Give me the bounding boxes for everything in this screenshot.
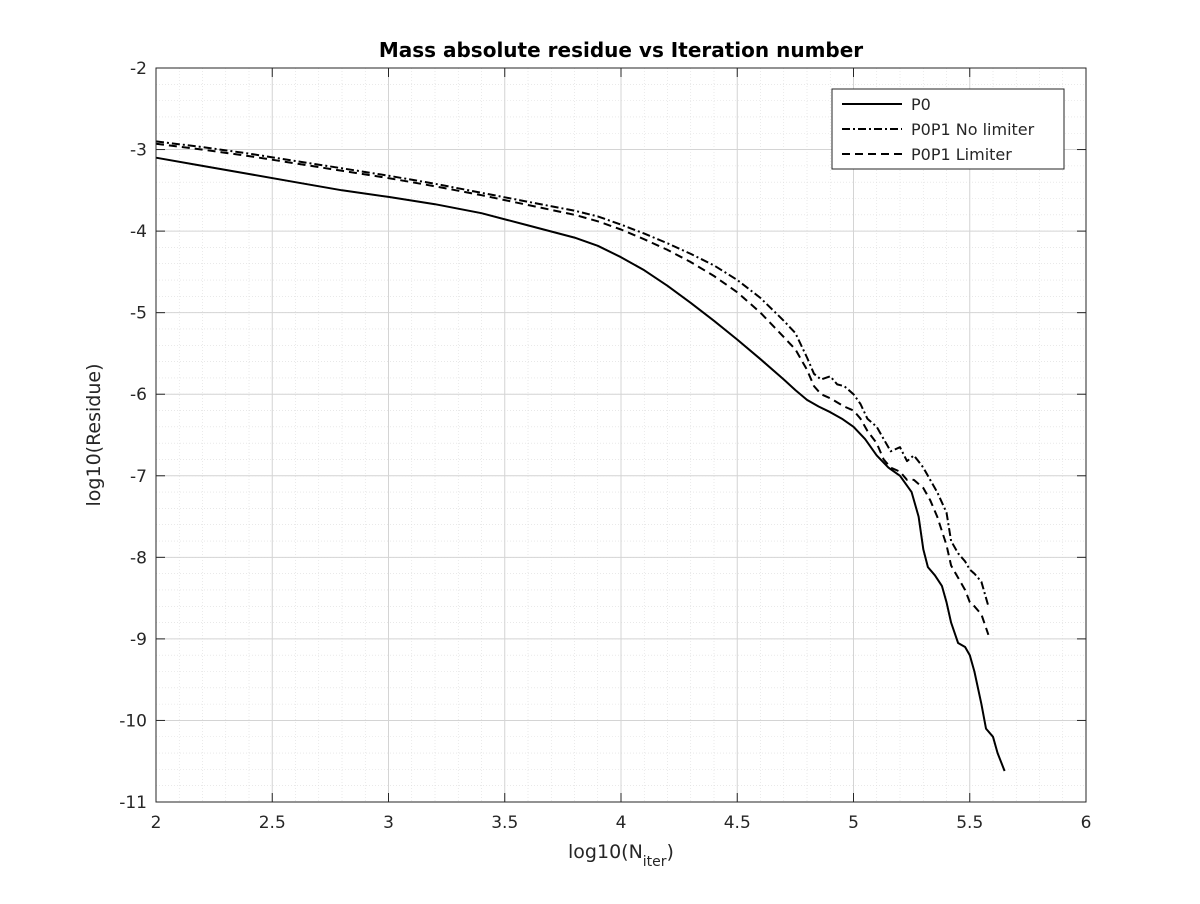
- y-tick-label: -9: [130, 630, 147, 650]
- y-tick-label: -10: [119, 711, 147, 731]
- legend-entry-label: P0P1 No limiter: [911, 120, 1035, 139]
- x-tick-label: 2: [151, 813, 162, 833]
- x-tick-label: 5.5: [956, 813, 983, 833]
- x-axis-ticks: 2 2.5 3 3.5 4 4.5 5 5.5 6: [151, 68, 1092, 833]
- x-tick-label: 3.5: [491, 813, 518, 833]
- series-layer: [155, 140, 1006, 772]
- y-tick-label: -11: [119, 793, 147, 813]
- series-line-p0p1-limiter: [155, 142, 990, 636]
- y-axis-ticks: -2 -3 -4 -5 -6 -7 -8 -9 -10 -11: [119, 59, 1086, 813]
- y-tick-label: -7: [130, 467, 147, 487]
- x-axis-label-close: ): [667, 841, 674, 863]
- x-axis-label: log10(Niter): [568, 841, 674, 870]
- legend-entry-label: P0: [911, 95, 931, 114]
- y-axis-label: log10(Residue): [83, 364, 105, 507]
- y-tick-label: -3: [130, 141, 147, 161]
- y-tick-label: -2: [130, 59, 147, 79]
- x-tick-label: 3: [383, 813, 394, 833]
- x-tick-label: 5: [848, 813, 859, 833]
- x-tick-label: 4: [616, 813, 627, 833]
- series-line-p0: [155, 156, 1006, 772]
- x-tick-label: 2.5: [259, 813, 286, 833]
- chart-title: Mass absolute residue vs Iteration numbe…: [379, 38, 863, 62]
- legend: P0 P0P1 No limiter P0P1 Limiter: [831, 88, 1065, 170]
- y-tick-label: -4: [130, 222, 147, 242]
- y-tick-label: -8: [130, 548, 147, 568]
- x-tick-label: 6: [1081, 813, 1092, 833]
- x-tick-label: 4.5: [724, 813, 751, 833]
- y-tick-label: -5: [130, 304, 147, 324]
- x-axis-label-subscript: iter: [643, 854, 667, 870]
- y-tick-label: -6: [130, 385, 147, 405]
- x-axis-label-base: log10(N: [568, 841, 643, 863]
- series-line-p0p1-no-limiter: [155, 140, 990, 607]
- legend-entry-label: P0P1 Limiter: [911, 145, 1012, 164]
